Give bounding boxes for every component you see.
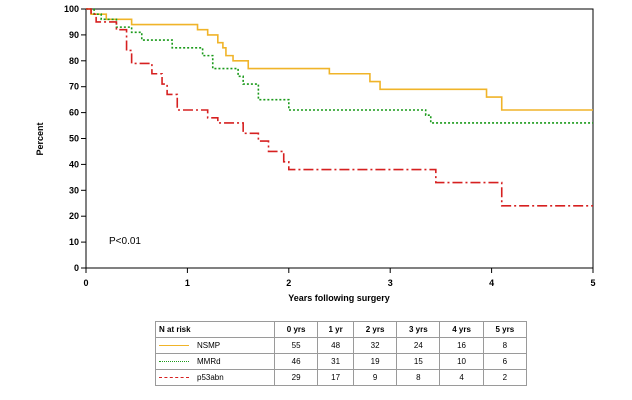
y-tick-label: 90: [69, 30, 79, 40]
risk-row-label: MMRd: [155, 353, 275, 370]
y-tick-label: 10: [69, 237, 79, 247]
risk-cell: 6: [482, 353, 528, 370]
legend-line-nsmp: [159, 345, 189, 347]
x-tick-label: 3: [388, 278, 393, 288]
risk-col-header: 0 yrs: [273, 321, 319, 338]
risk-cell: 15: [396, 353, 441, 370]
risk-cell: 24: [396, 337, 441, 354]
y-tick-label: 20: [69, 211, 79, 221]
risk-cell: 17: [317, 369, 354, 386]
risk-row-label: p53abn: [155, 369, 275, 386]
risk-cell: 31: [317, 353, 354, 370]
x-tick-label: 5: [590, 278, 595, 288]
risk-cell: 29: [273, 369, 319, 386]
risk-cell: 9: [352, 369, 398, 386]
risk-cell: 32: [352, 337, 398, 354]
x-tick-label: 2: [286, 278, 291, 288]
legend-line-p53abn: [159, 377, 189, 379]
y-tick-label: 50: [69, 134, 79, 144]
x-axis-title: Years following surgery: [288, 293, 390, 303]
risk-cell: 46: [273, 353, 319, 370]
x-tick-label: 0: [83, 278, 88, 288]
p-value-annotation: P<0.01: [109, 236, 141, 247]
y-tick-label: 70: [69, 82, 79, 92]
risk-row-label: NSMP: [155, 337, 275, 354]
y-tick-label: 40: [69, 159, 79, 169]
risk-table-header: N at risk: [155, 321, 275, 338]
x-tick-label: 1: [185, 278, 190, 288]
risk-table-header-row: N at risk 0 yrs 1 yr 2 yrs 3 yrs 4 yrs 5…: [155, 321, 528, 338]
risk-cell: 8: [396, 369, 441, 386]
risk-col-header: 2 yrs: [352, 321, 398, 338]
risk-cell: 16: [439, 337, 484, 354]
risk-cell: 8: [482, 337, 528, 354]
y-tick-label: 100: [64, 4, 79, 14]
series-line-mmrd: [86, 8, 593, 124]
series-line-nsmp: [86, 8, 593, 111]
risk-table: N at risk 0 yrs 1 yr 2 yrs 3 yrs 4 yrs 5…: [155, 321, 528, 386]
table-row: MMRd 46 31 19 15 10 6: [155, 353, 528, 370]
km-survival-chart: 0 10 20 30 40 50 60 70 80 90 100 0 1 2 3 4 5 Percent Yea…: [35, 4, 596, 303]
axes: 0 10 20 30 40 50 60 70 80 90 100 0 1 2 3 4 5: [64, 4, 596, 288]
risk-cell: 48: [317, 337, 354, 354]
legend-label: NSMP: [197, 341, 221, 350]
legend-line-mmrd: [159, 361, 189, 363]
table-row: p53abn 29 17 9 8 4 2: [155, 369, 528, 386]
legend-label: p53abn: [197, 373, 224, 382]
risk-cell: 19: [352, 353, 398, 370]
y-tick-label: 30: [69, 185, 79, 195]
legend-label: MMRd: [197, 357, 221, 366]
y-tick-label: 80: [69, 56, 79, 66]
risk-cell: 4: [439, 369, 484, 386]
series-line-p53abn: [86, 8, 593, 207]
plot-frame: [85, 8, 594, 269]
x-tick-label: 4: [489, 278, 494, 288]
risk-cell: 2: [482, 369, 528, 386]
risk-col-header: 5 yrs: [482, 321, 528, 338]
y-tick-label: 60: [69, 108, 79, 118]
risk-col-header: 1 yr: [317, 321, 354, 338]
y-axis-title: Percent: [35, 122, 45, 155]
risk-cell: 10: [439, 353, 484, 370]
y-tick-label: 0: [74, 263, 79, 273]
series-group: [86, 8, 593, 207]
risk-cell: 55: [273, 337, 319, 354]
table-row: NSMP 55 48 32 24 16 8: [155, 337, 528, 354]
risk-col-header: 3 yrs: [396, 321, 441, 338]
risk-col-header: 4 yrs: [439, 321, 484, 338]
